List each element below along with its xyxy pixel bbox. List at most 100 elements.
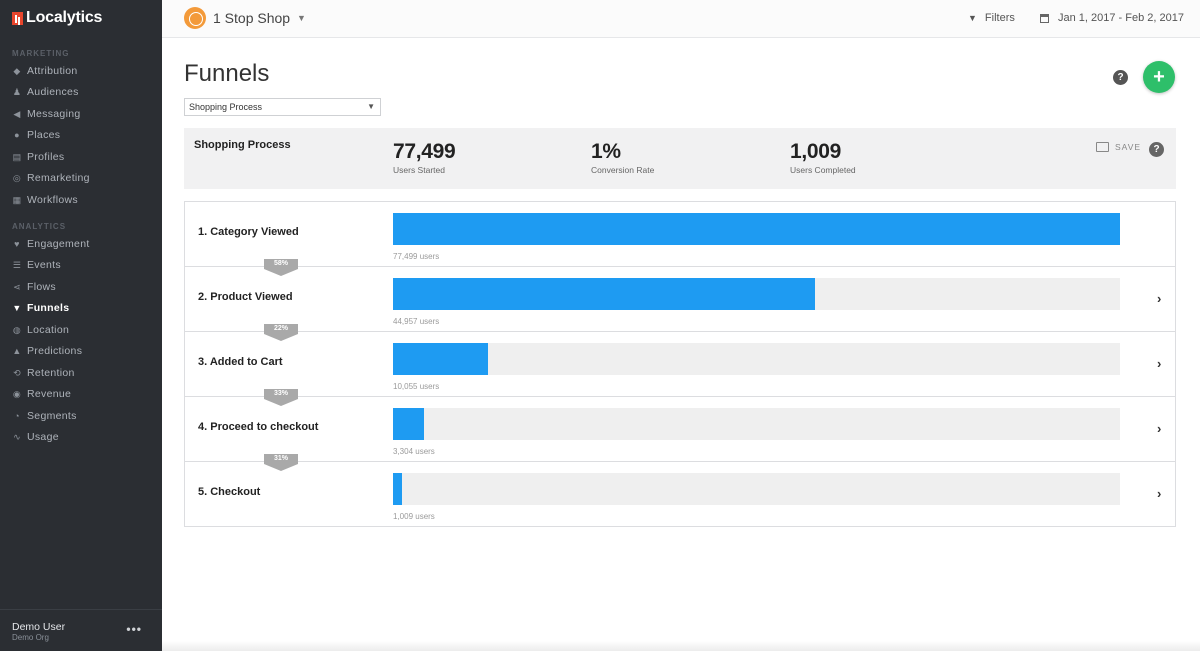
funnel-step[interactable]: 4. Proceed to checkout 3,304 users › [185, 397, 1175, 462]
sidebar-item-events[interactable]: ☰ Events [12, 257, 61, 273]
page-title: Funnels [184, 60, 270, 87]
step-label: 3. Added to Cart [198, 356, 283, 368]
sidebar-item-audiences[interactable]: ♟ Audiences [12, 84, 79, 100]
sidebar-item-label: Engagement [27, 238, 90, 250]
chevron-right-icon[interactable]: › [1157, 486, 1162, 501]
sidebar: Localytics MARKETING ◆ Attribution ♟ Audie… [0, 0, 162, 651]
target-icon: ◎ [12, 172, 22, 183]
more-options-icon[interactable]: ••• [126, 622, 142, 636]
sidebar-item-label: Places [27, 129, 61, 141]
sidebar-item-revenue[interactable]: ◉ Revenue [12, 386, 71, 402]
heart-icon: ♥ [14, 239, 20, 249]
conversion-badge: 31% [264, 454, 298, 471]
help-icon[interactable]: ? [1113, 70, 1128, 85]
funnel-select[interactable]: Shopping Process ▼ [184, 98, 381, 116]
funnel-step[interactable]: 3. Added to Cart 10,055 users › [185, 332, 1175, 397]
sidebar-item-location[interactable]: ◍ Location [12, 322, 69, 338]
sidebar-item-label: Profiles [27, 151, 65, 163]
funnel-summary: Shopping Process 77,499 Users Started 1%… [184, 128, 1176, 189]
sidebar-item-usage[interactable]: ∿ Usage [12, 429, 59, 445]
chevron-down-icon: ▼ [367, 102, 375, 111]
sidebar-item-label: Attribution [27, 65, 78, 77]
sidebar-item-segments[interactable]: ◔ Segments [12, 408, 77, 424]
stat-conversion-rate: 1% Conversion Rate [591, 140, 654, 175]
user-org: Demo Org [12, 633, 49, 642]
step-bar-track [393, 213, 1120, 245]
pulse-icon: ∿ [13, 431, 21, 442]
sidebar-item-predictions[interactable]: ▲ Predictions [12, 343, 82, 359]
stat-value: 1,009 [790, 140, 842, 163]
sidebar-item-flows[interactable]: ⋖ Flows [12, 279, 56, 295]
sidebar-item-retention[interactable]: ⟲ Retention [12, 365, 75, 381]
localytics-logo[interactable]: Localytics [12, 9, 102, 27]
logo-text: Localytics [26, 9, 103, 26]
step-label: 5. Checkout [198, 486, 261, 498]
sidebar-item-remarketing[interactable]: ◎ Remarketing [12, 170, 90, 186]
app-switcher[interactable]: 1 Stop Shop [213, 10, 291, 26]
profile-card-icon: ▤ [12, 151, 22, 162]
stat-label: Conversion Rate [591, 165, 655, 175]
calendar-icon [1040, 13, 1049, 23]
sidebar-item-attribution[interactable]: ◆ Attribution [12, 63, 78, 79]
step-users-count: 1,009 users [393, 512, 435, 521]
filters-button[interactable]: ▼ Filters [968, 12, 1015, 24]
app-globe-icon[interactable] [184, 7, 206, 29]
filters-label: Filters [984, 12, 1015, 24]
conversion-rate: 58% [264, 259, 298, 269]
flask-icon: ▲ [12, 346, 22, 356]
sidebar-item-label: Flows [27, 281, 56, 293]
caret-down-icon[interactable]: ▼ [297, 13, 306, 23]
share-icon [1096, 142, 1109, 152]
arrow-down-icon [264, 334, 298, 341]
map-pin-icon: ● [14, 130, 20, 140]
filter-icon: ▼ [968, 13, 977, 23]
funnel-step: 1. Category Viewed 77,499 users [185, 202, 1175, 267]
conversion-rate: 22% [264, 324, 298, 334]
funnel-steps: 1. Category Viewed 77,499 users 2. Product… [184, 201, 1176, 527]
sidebar-item-funnels[interactable]: ▼ Funnels [12, 300, 69, 316]
sidebar-item-profiles[interactable]: ▤ Profiles [12, 149, 65, 165]
add-funnel-button[interactable]: + [1143, 61, 1175, 93]
step-bar-fill [393, 278, 815, 310]
sidebar-item-engagement[interactable]: ♥ Engagement [12, 236, 90, 252]
top-bar: 1 Stop Shop ▼ ▼ Filters Jan 1, 2017 - Fe… [162, 0, 1200, 38]
funnel-select-value: Shopping Process [189, 102, 263, 112]
date-range-picker[interactable]: Jan 1, 2017 - Feb 2, 2017 [1040, 12, 1184, 24]
step-bar-track [393, 408, 1120, 440]
help-icon[interactable]: ? [1149, 142, 1164, 157]
chevron-right-icon[interactable]: › [1157, 356, 1162, 371]
logo-mark-icon [12, 11, 23, 25]
chevron-right-icon[interactable]: › [1157, 291, 1162, 306]
sidebar-item-label: Segments [27, 410, 77, 422]
step-bar-track [393, 343, 1120, 375]
arrow-down-icon [264, 399, 298, 406]
sidebar-item-label: Revenue [27, 388, 72, 400]
sidebar-item-label: Retention [27, 367, 75, 379]
step-users-count: 44,957 users [393, 317, 440, 326]
sidebar-item-label: Messaging [27, 108, 81, 120]
nav-section-analytics: ANALYTICS [12, 222, 67, 231]
step-bar-track [393, 278, 1120, 310]
users-icon: ♟ [12, 86, 22, 97]
step-bar-fill [393, 473, 402, 505]
step-users-count: 77,499 users [393, 252, 440, 261]
revenue-icon: ◉ [12, 388, 22, 399]
user-name: Demo User [12, 621, 66, 633]
step-users-count: 10,055 users [393, 382, 440, 391]
funnel-step[interactable]: 5. Checkout 1,009 users › [185, 462, 1175, 527]
user-menu[interactable]: Demo User Demo Org ••• [0, 609, 162, 651]
save-button[interactable]: SAVE [1096, 142, 1141, 152]
megaphone-icon: ◀ [13, 108, 21, 119]
save-label: SAVE [1115, 142, 1142, 152]
stat-value: 1% [591, 140, 621, 163]
sidebar-item-places[interactable]: ● Places [12, 127, 60, 143]
sidebar-item-messaging[interactable]: ◀ Messaging [12, 106, 80, 122]
funnel-step[interactable]: 2. Product Viewed 44,957 users › [185, 267, 1175, 332]
chevron-right-icon[interactable]: › [1157, 421, 1162, 436]
sidebar-item-label: Events [27, 259, 61, 271]
conversion-badge: 22% [264, 324, 298, 341]
workflow-icon: ▦ [12, 194, 22, 205]
globe-icon: ◍ [12, 324, 22, 335]
sidebar-item-workflows[interactable]: ▦ Workflows [12, 192, 78, 208]
tag-icon: ◆ [13, 65, 21, 76]
